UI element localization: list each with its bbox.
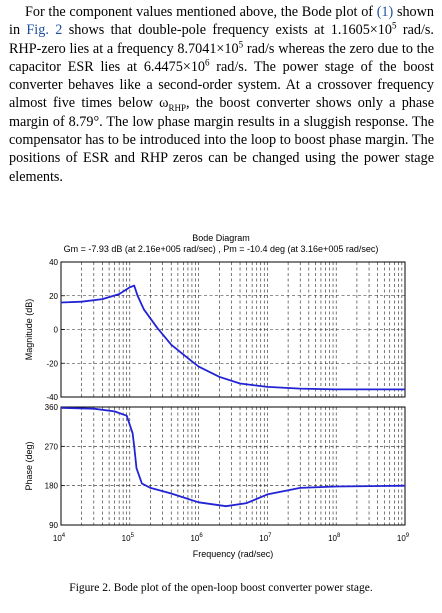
figure-caption: Figure 2. Bode plot of the open-loop boo… [69, 582, 373, 594]
magnitude-ytick-label: 40 [49, 258, 58, 267]
magnitude-ytick-label: -40 [46, 393, 58, 402]
phase-ytick-label: 270 [45, 442, 59, 451]
figure-link[interactable]: Fig. 2 [26, 22, 63, 39]
phase-series-line [60, 407, 406, 508]
magnitude-ylabel: Magnitude (dB) [24, 299, 34, 361]
xtick-label: 109 [397, 533, 410, 543]
phase-ylabel: Phase (deg) [24, 441, 34, 490]
figure-subtitle: Gm = -7.93 dB (at 2.16e+005 rad/sec) , P… [63, 244, 379, 254]
xtick-label: 105 [122, 533, 135, 543]
phase-ytick-label: 180 [45, 482, 59, 491]
phase-ytick-label: 90 [49, 521, 58, 530]
xlabel: Frequency (rad/sec) [193, 549, 274, 559]
magnitude-ytick-label: -20 [46, 359, 58, 368]
xtick-label: 106 [190, 533, 203, 543]
figure-title: Bode Diagram [192, 233, 250, 243]
magnitude-ytick-label: 20 [49, 292, 58, 301]
phase-axes-frame [60, 406, 406, 526]
xtick-label: 104 [53, 533, 66, 543]
xtick-label: 108 [328, 533, 341, 543]
body-paragraph: For the component values mentioned above… [9, 4, 434, 185]
xtick-label: 107 [259, 533, 272, 543]
magnitude-series-line [60, 284, 405, 391]
equation-link[interactable]: (1) [376, 4, 394, 20]
phase-ytick-label: 360 [45, 403, 59, 412]
magnitude-ytick-label: 0 [54, 326, 59, 335]
magnitude-axes-frame [60, 261, 406, 398]
